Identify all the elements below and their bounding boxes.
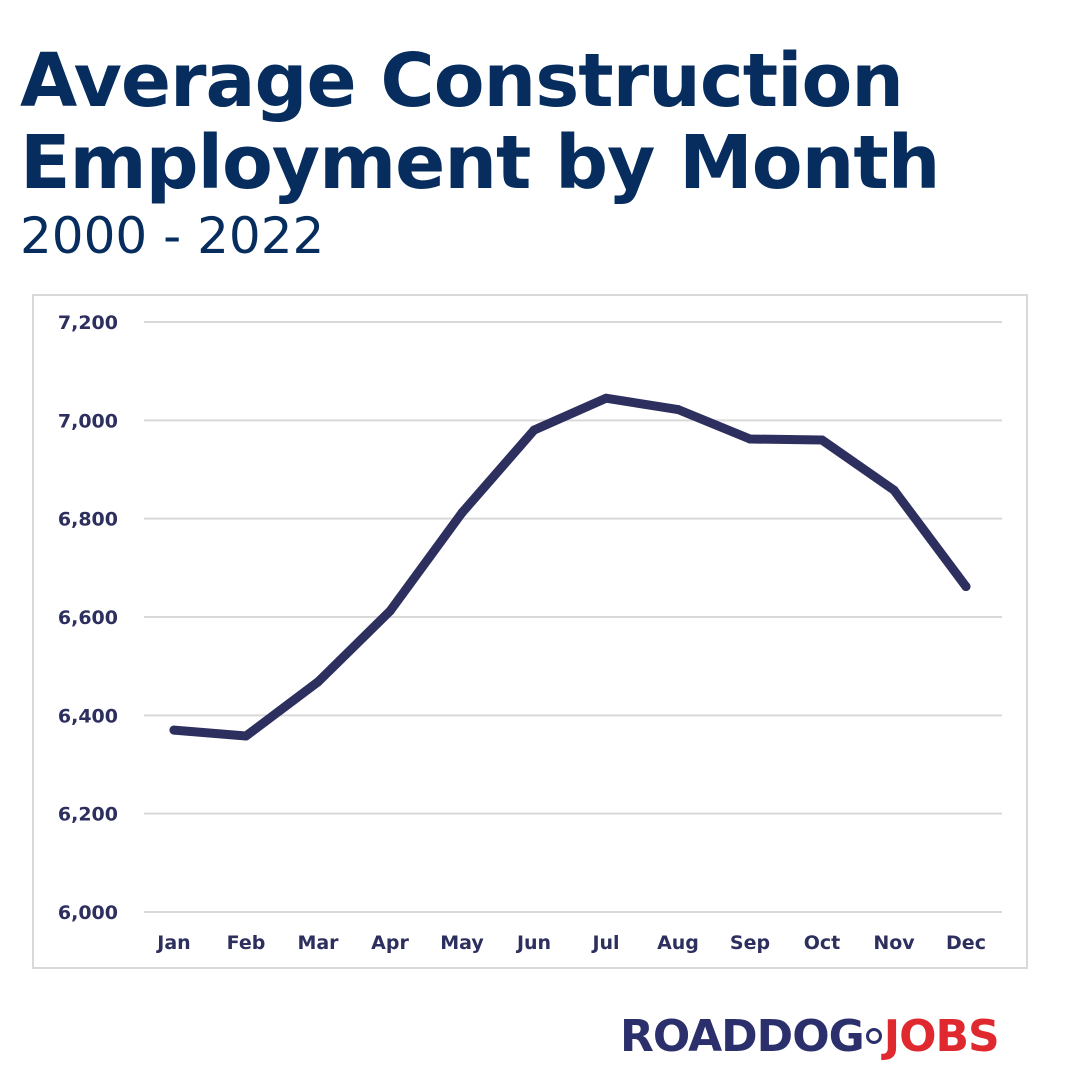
x-tick-label: Jan	[155, 932, 190, 954]
y-tick-label: 6,800	[58, 509, 118, 531]
x-tick-label: Feb	[227, 932, 266, 954]
data-point	[889, 485, 899, 495]
x-tick-label: Aug	[657, 932, 699, 954]
logo-text-jobs: JOBS	[883, 1010, 1000, 1062]
chart-subtitle: 2000 - 2022	[20, 207, 325, 265]
line-chart: 6,000 6,200 6,400 6,600 6,800 7,000 7,200 Jan F…	[58, 312, 1002, 954]
y-tick-label: 6,600	[58, 607, 118, 629]
chart-title-line-2: Employment by Month	[20, 120, 940, 206]
data-point	[601, 393, 611, 403]
data-point	[817, 435, 827, 445]
x-tick-label: Jul	[590, 932, 619, 954]
x-axis-tick-labels: Jan Feb Mar Apr May Jun Jul Aug Sep Oct Nov Dec	[155, 932, 986, 954]
data-point	[241, 731, 251, 741]
x-tick-label: Mar	[297, 932, 339, 954]
y-tick-label: 6,200	[58, 804, 118, 826]
data-point	[385, 606, 395, 616]
x-tick-label: Sep	[730, 932, 770, 954]
data-point	[673, 405, 683, 415]
x-tick-label: Jun	[515, 932, 551, 954]
logo-chain-link-icon	[865, 1028, 882, 1044]
y-tick-label: 7,000	[58, 410, 118, 432]
grid-lines	[144, 321, 1002, 913]
y-tick-label: 6,000	[58, 902, 118, 924]
logo-text-roaddog: ROADDOG	[620, 1010, 865, 1062]
data-point	[313, 677, 323, 687]
x-tick-label: Dec	[946, 932, 986, 954]
chart-title-line-1: Average Construction	[20, 38, 904, 124]
chart-title: Average Construction Employment by Month	[20, 38, 940, 206]
y-tick-label: 6,400	[58, 705, 118, 727]
x-tick-label: Apr	[371, 932, 409, 954]
y-axis-tick-labels: 6,000 6,200 6,400 6,600 6,800 7,000 7,200	[58, 312, 118, 924]
data-point	[961, 582, 971, 592]
x-tick-label: Nov	[873, 932, 915, 954]
data-point	[169, 725, 179, 735]
y-tick-label: 7,200	[58, 312, 118, 334]
roaddog-jobs-logo: ROADDOG JOBS	[620, 1008, 1000, 1064]
series-line	[169, 393, 971, 741]
x-tick-label: May	[440, 932, 484, 954]
series-layer	[169, 393, 971, 741]
data-point	[745, 434, 755, 444]
data-point	[457, 508, 467, 518]
data-point	[529, 425, 539, 435]
x-tick-label: Oct	[804, 932, 841, 954]
chart-frame: 6,000 6,200 6,400 6,600 6,800 7,000 7,200 Jan F…	[32, 294, 1028, 969]
